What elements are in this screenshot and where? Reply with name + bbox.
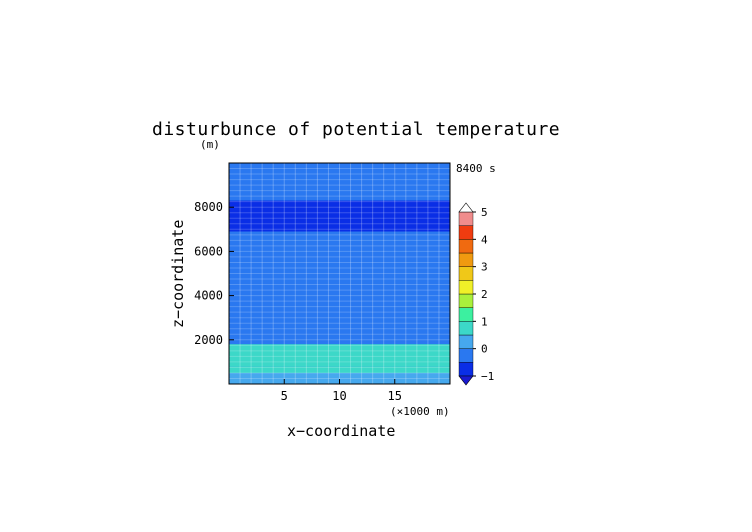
x-axis-label: x−coordinate	[287, 422, 395, 440]
plot-gridlines	[229, 163, 450, 384]
colorbar-tick-label: 5	[481, 206, 488, 219]
time-label: 8400 s	[456, 162, 496, 175]
colorbar-segment	[458, 334, 474, 349]
y-axis: 2000 4000 6000 8000	[194, 200, 234, 347]
contour-band-3	[229, 200, 450, 232]
colorbar-over-triangle	[458, 202, 474, 213]
x-tick-label: 10	[332, 389, 346, 403]
colorbar-segment	[458, 362, 474, 377]
colorbar-segment	[458, 307, 474, 322]
x-tick-label: 15	[388, 389, 402, 403]
contour-band-1	[229, 366, 450, 373]
colorbar-tick-label: 4	[481, 233, 488, 246]
colorbar-segment	[458, 321, 474, 336]
colorbar-tick-label: 0	[481, 343, 488, 356]
y-tick-label: 6000	[194, 244, 223, 258]
colorbar-segment	[458, 348, 474, 363]
y-tick-label: 8000	[194, 200, 223, 214]
colorbar-under-triangle	[458, 375, 474, 386]
x-unit-label: (×1000 m)	[390, 405, 450, 418]
colorbar-segment	[458, 211, 474, 226]
colorbar: −1 0 1 2 3 4 5	[458, 202, 494, 386]
colorbar-tick-label: 3	[481, 261, 488, 274]
colorbar-segment	[458, 239, 474, 254]
x-axis: 5 10 15	[281, 379, 402, 403]
colorbar-segment	[458, 280, 474, 295]
contour-field	[229, 163, 450, 384]
chart-title: disturbunce of potential temperature	[152, 119, 560, 140]
colorbar-segment	[458, 293, 474, 308]
contour-band-4	[229, 169, 450, 179]
colorbar-tick-label: 1	[481, 315, 488, 328]
colorbar-tick-label: 2	[481, 288, 488, 301]
y-unit-label: (m)	[200, 138, 220, 151]
x-tick-label: 5	[281, 389, 288, 403]
contour-band-2	[229, 344, 450, 367]
y-tick-label: 4000	[194, 289, 223, 303]
colorbar-segment	[458, 266, 474, 281]
colorbar-segment	[458, 225, 474, 240]
y-axis-label: z−coordinate	[169, 220, 187, 328]
colorbar-tick-label: −1	[481, 370, 494, 383]
y-tick-label: 2000	[194, 333, 223, 347]
contour-band-0	[229, 372, 450, 384]
colorbar-segment	[458, 252, 474, 267]
